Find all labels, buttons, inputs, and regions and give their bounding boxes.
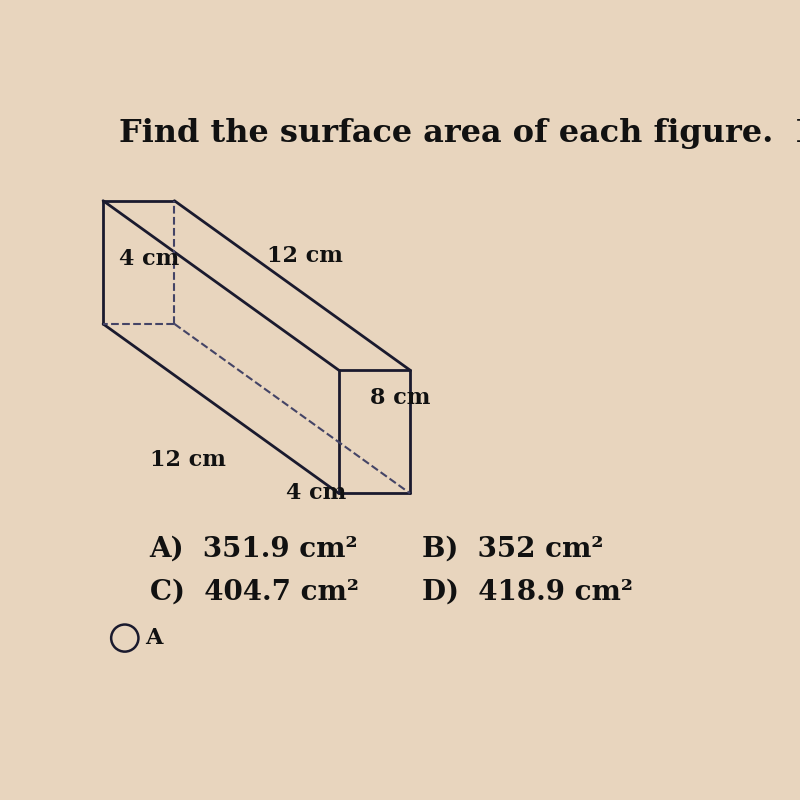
Text: C)  404.7 cm²: C) 404.7 cm² xyxy=(150,578,358,606)
Text: A: A xyxy=(145,627,162,649)
Text: 12 cm: 12 cm xyxy=(150,449,226,470)
Text: Find the surface area of each figure.  Re: Find the surface area of each figure. Re xyxy=(118,118,800,149)
Text: B)  352 cm²: B) 352 cm² xyxy=(422,535,604,562)
Text: 8 cm: 8 cm xyxy=(370,387,430,409)
Text: A)  351.9 cm²: A) 351.9 cm² xyxy=(150,535,358,562)
Text: 4 cm: 4 cm xyxy=(286,482,346,505)
Text: D)  418.9 cm²: D) 418.9 cm² xyxy=(422,578,634,606)
Text: 4 cm: 4 cm xyxy=(118,249,179,270)
Text: 12 cm: 12 cm xyxy=(267,246,343,267)
